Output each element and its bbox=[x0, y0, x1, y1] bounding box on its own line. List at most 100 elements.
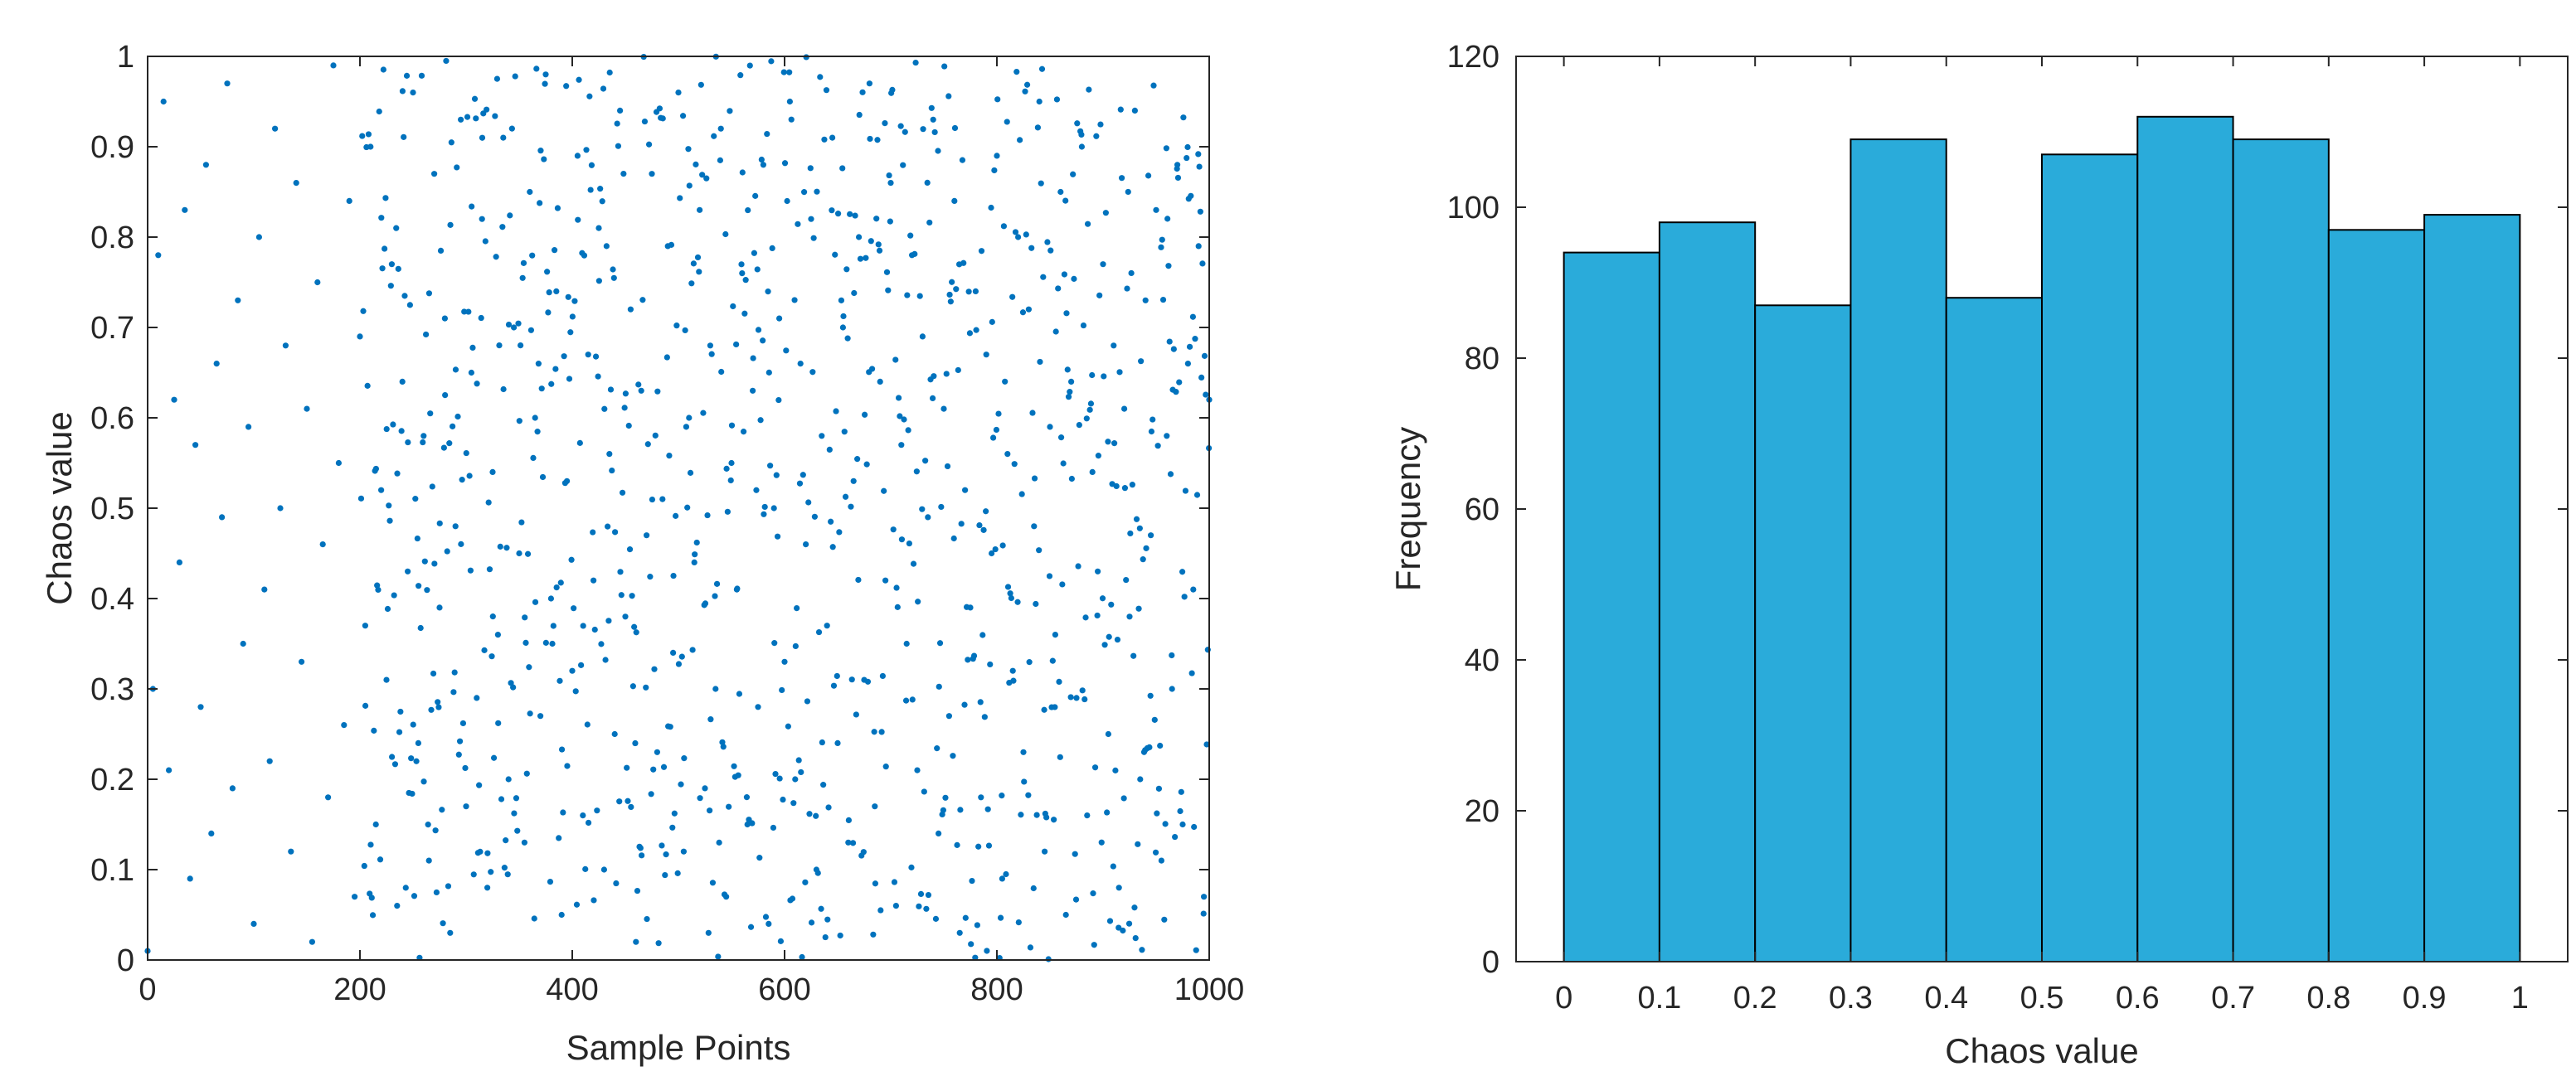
scatter-point bbox=[889, 86, 896, 93]
scatter-point bbox=[809, 369, 816, 376]
scatter-point bbox=[440, 444, 447, 451]
scatter-point bbox=[398, 428, 405, 434]
y-tick-label: 0.6 bbox=[90, 401, 134, 436]
scatter-point bbox=[1018, 491, 1025, 497]
scatter-point bbox=[235, 297, 241, 303]
scatter-point bbox=[505, 776, 512, 783]
scatter-point bbox=[486, 566, 493, 573]
scatter-point bbox=[645, 141, 653, 148]
scatter-point bbox=[383, 425, 390, 433]
scatter-point bbox=[841, 429, 848, 435]
scatter-point bbox=[504, 871, 511, 878]
scatter-point bbox=[606, 451, 613, 458]
scatter-point bbox=[886, 172, 892, 179]
scatter-point bbox=[674, 870, 681, 876]
scatter-point bbox=[507, 212, 513, 219]
scatter-point bbox=[683, 424, 690, 430]
scatter-point bbox=[737, 72, 744, 79]
scatter-points bbox=[144, 53, 1213, 962]
scatter-point bbox=[1015, 234, 1022, 240]
scatter-point bbox=[687, 469, 694, 476]
scatter-point bbox=[1074, 120, 1081, 127]
scatter-point bbox=[368, 894, 375, 901]
scatter-point bbox=[477, 848, 484, 855]
scatter-point bbox=[1152, 849, 1159, 856]
scatter-point bbox=[923, 905, 930, 912]
scatter-point bbox=[1188, 192, 1194, 199]
scatter-point bbox=[702, 600, 709, 607]
scatter-point bbox=[895, 395, 902, 401]
scatter-point bbox=[731, 763, 737, 769]
scatter-point bbox=[479, 216, 485, 222]
scatter-point bbox=[1084, 221, 1091, 227]
x-tick-label: 1000 bbox=[1174, 972, 1245, 1007]
scatter-point bbox=[946, 291, 953, 298]
scatter-point bbox=[1169, 652, 1175, 659]
scatter-point bbox=[686, 415, 693, 421]
scatter-point bbox=[581, 252, 588, 259]
scatter-point bbox=[432, 827, 439, 834]
scatter-point bbox=[166, 767, 173, 773]
scatter-point bbox=[1062, 911, 1069, 919]
scatter-point bbox=[659, 842, 665, 849]
scatter-point bbox=[707, 716, 714, 723]
scatter-point bbox=[582, 865, 589, 872]
scatter-point bbox=[719, 739, 726, 745]
scatter-point bbox=[1100, 261, 1106, 268]
y-tick-label: 60 bbox=[1465, 492, 1499, 527]
scatter-point bbox=[261, 586, 268, 593]
scatter-point bbox=[677, 195, 683, 201]
scatter-point bbox=[887, 218, 893, 225]
scatter-point bbox=[723, 465, 730, 472]
scatter-point bbox=[703, 175, 710, 182]
scatter-point bbox=[1052, 704, 1058, 710]
scatter-point bbox=[963, 604, 970, 610]
scatter-point bbox=[1128, 269, 1135, 277]
scatter-point bbox=[709, 880, 717, 886]
scatter-point bbox=[304, 405, 310, 412]
scatter-point bbox=[666, 452, 673, 459]
scatter-point bbox=[470, 871, 477, 878]
scatter-point bbox=[1068, 378, 1075, 385]
scatter-point bbox=[866, 80, 872, 87]
scatter-point bbox=[876, 247, 883, 254]
scatter-point bbox=[493, 75, 501, 82]
scatter-point bbox=[377, 856, 384, 863]
scatter-point bbox=[847, 211, 853, 217]
y-tick-label: 0.8 bbox=[90, 221, 134, 255]
scatter-point bbox=[552, 366, 559, 372]
histogram-bar bbox=[2327, 229, 2426, 962]
scatter-point bbox=[573, 901, 581, 908]
scatter-point bbox=[1177, 807, 1184, 815]
scatter-point bbox=[425, 290, 433, 297]
scatter-point bbox=[393, 225, 400, 231]
scatter-point bbox=[740, 429, 747, 435]
scatter-point bbox=[517, 342, 524, 349]
scatter-point bbox=[1078, 143, 1085, 150]
scatter-point bbox=[659, 496, 666, 502]
scatter-point bbox=[468, 369, 475, 376]
scatter-point bbox=[830, 682, 838, 689]
scatter-point bbox=[224, 80, 231, 87]
scatter-point bbox=[994, 153, 1000, 159]
scatter-point bbox=[928, 104, 935, 111]
scatter-point bbox=[1200, 910, 1207, 917]
scatter-point bbox=[1121, 485, 1129, 492]
scatter-point bbox=[649, 171, 655, 177]
scatter-point bbox=[526, 664, 532, 671]
scatter-point bbox=[1184, 154, 1190, 162]
scatter-point bbox=[744, 821, 751, 828]
scatter-point bbox=[511, 810, 518, 817]
scatter-point bbox=[245, 424, 252, 430]
scatter-point bbox=[760, 162, 767, 168]
scatter-point bbox=[521, 839, 528, 846]
scatter-point bbox=[904, 292, 911, 298]
scatter-point bbox=[694, 254, 702, 261]
scatter-point bbox=[795, 221, 801, 227]
scatter-point bbox=[715, 953, 722, 960]
scatter-point bbox=[650, 766, 657, 773]
scatter-point bbox=[823, 87, 830, 94]
scatter-point bbox=[553, 288, 560, 294]
scatter-point bbox=[811, 513, 819, 520]
scatter-point bbox=[762, 914, 770, 920]
